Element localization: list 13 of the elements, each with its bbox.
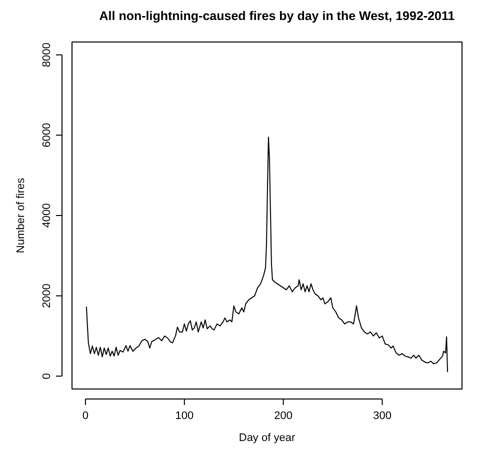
x-axis-title: Day of year [238,432,296,444]
y-tick-label: 0 [41,373,53,380]
line-series [86,136,448,373]
x-tick-label: 200 [274,410,293,422]
x-tick-label: 100 [175,410,194,422]
x-tick-label: 300 [373,410,392,422]
y-tick-label: 4000 [41,203,53,228]
y-axis-title: Number of fires [15,177,27,254]
y-tick-label: 8000 [41,42,53,68]
x-tick-label: 0 [82,410,89,422]
chart-title: All non-lightning-caused fires by day in the West, 1992-2011 [99,9,455,23]
y-tick-label: 6000 [41,122,53,148]
y-tick-label: 2000 [41,284,53,308]
